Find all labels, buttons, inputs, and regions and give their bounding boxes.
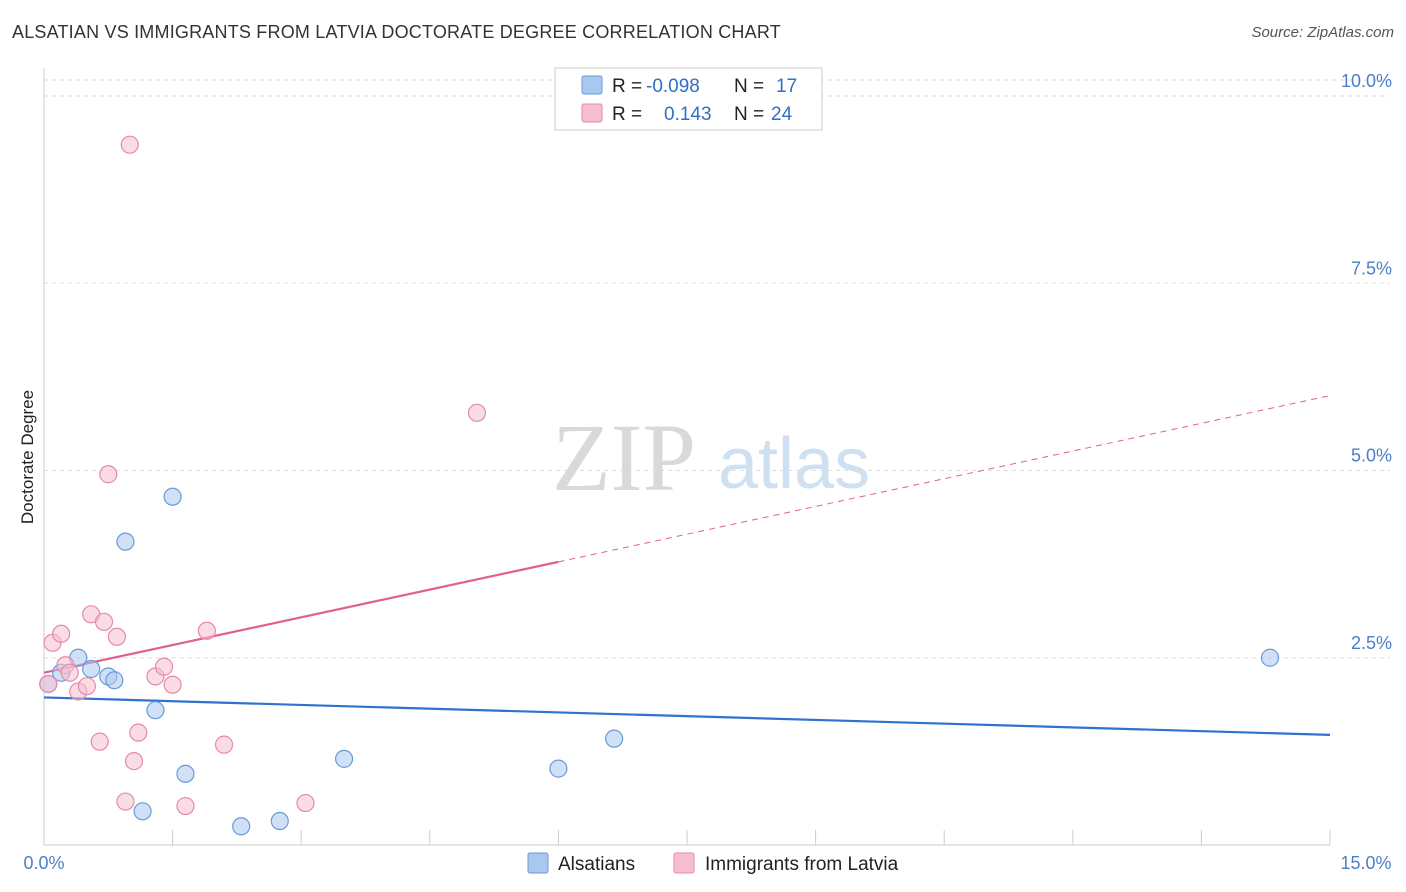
data-point-latvia-11 [107,627,126,646]
data-point-latvia-12 [116,792,135,811]
trend-line-1-solid [43,560,559,674]
data-point-latvia-14 [124,752,144,771]
x-tick-label-min: 0.0% [23,853,64,873]
legend-r-value-2: 0.143 [664,104,712,125]
y-tick-label-1: 5.0% [1351,446,1392,466]
legend-swatch-blue [581,75,603,95]
data-point-alsatians-15 [605,729,624,748]
data-point-latvia-18 [163,675,182,694]
data-point-alsatians-13 [334,749,354,768]
legend-n-value-2: 24 [771,104,793,125]
data-point-alsatians-9 [176,764,195,783]
legend-swatch-pink [581,103,603,123]
y-axis-title: Doctorate Degree [18,390,37,524]
data-point-latvia-8 [90,732,109,751]
data-point-latvia-15 [129,723,148,742]
legend-n-label-2: N = [734,104,764,125]
legend-n-value-1: 17 [776,76,797,97]
series-legend: Alsatians Immigrants from Latvia [527,852,899,875]
data-point-alsatians-6 [116,532,135,551]
data-point-alsatians-8 [146,701,165,720]
y-tick-label-3: 10.0% [1341,71,1392,91]
data-points [39,135,1280,836]
data-point-alsatians-11 [232,817,251,836]
data-point-latvia-0 [39,674,58,694]
legend-n-label-1: N = [734,76,764,97]
watermark-zip: ZIP [552,404,696,511]
data-point-latvia-21 [214,735,234,754]
legend-r-value-1: -0.098 [646,76,700,97]
x-ticks [43,830,1331,845]
bottom-legend-latvia: Immigrants from Latvia [705,854,899,875]
data-point-latvia-9 [94,612,114,631]
grid-lines [44,79,1390,659]
data-point-latvia-17 [154,657,174,676]
data-point-latvia-2 [52,624,71,643]
chart-title: ALSATIAN VS IMMIGRANTS FROM LATVIA DOCTO… [12,22,781,42]
trend-lines [43,395,1331,736]
source-label: Source: ZipAtlas.com [1251,24,1394,41]
data-point-latvia-23 [467,403,487,422]
data-point-alsatians-5 [105,671,124,690]
data-point-latvia-22 [296,793,315,813]
trend-line-0 [43,696,1331,736]
correlation-legend: R = -0.098 N = 17 R = 0.143 N = 24 [554,67,823,131]
data-point-latvia-19 [176,796,195,816]
data-point-alsatians-3 [82,659,101,679]
bottom-legend-swatch-alsatians [527,852,549,874]
y-tick-label-2: 7.5% [1351,258,1392,278]
data-point-alsatians-12 [270,811,289,831]
y-tick-label-0: 2.5% [1351,633,1392,653]
watermark-atlas: atlas [718,424,870,504]
data-point-latvia-6 [77,677,96,696]
data-point-alsatians-7 [163,487,182,506]
data-point-alsatians-16 [1260,648,1280,667]
bottom-legend-swatch-latvia [673,852,695,874]
data-point-alsatians-10 [133,802,152,821]
legend-r-label-2: R = [612,104,642,125]
legend-r-label-1: R = [612,76,642,97]
data-point-latvia-20 [197,621,216,640]
data-point-latvia-4 [60,663,79,682]
y-tick-labels: 2.5% 5.0% 7.5% 10.0% [1341,71,1392,653]
bottom-legend-alsatians: Alsatians [558,854,635,875]
data-point-latvia-13 [120,135,139,154]
data-point-latvia-10 [99,465,118,484]
data-point-alsatians-14 [549,759,568,778]
x-tick-label-max: 15.0% [1340,853,1391,873]
